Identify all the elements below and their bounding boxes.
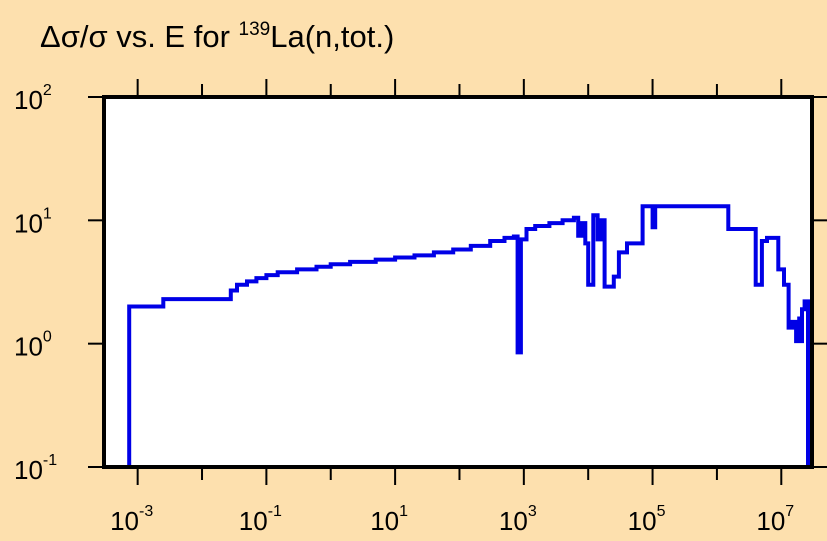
x-tick-label-base: 10 <box>499 506 528 536</box>
x-tick-label-exp: -1 <box>268 503 282 520</box>
x-tick-label-base: 10 <box>756 506 785 536</box>
y-tick-label-exp: 1 <box>43 205 52 222</box>
title-prefix: Δσ/σ vs. E for <box>40 19 239 54</box>
x-tick-label-base: 10 <box>628 506 657 536</box>
x-tick-label: 105 <box>628 503 666 536</box>
x-tick-labels: 10-3 10-1 101 103 105 107 <box>110 503 794 536</box>
x-tick-label: 10-3 <box>110 503 153 536</box>
x-tick-label-exp: -3 <box>139 503 153 520</box>
title-suffix: La(n,tot.) <box>270 19 395 54</box>
x-tick-label-base: 10 <box>239 506 268 536</box>
x-tick-label-exp: 5 <box>657 503 666 520</box>
x-tick-label-exp: 1 <box>399 503 408 520</box>
x-tick-label: 107 <box>756 503 794 536</box>
y-tick-label: 102 <box>14 82 52 115</box>
y-tick-label: 100 <box>14 329 52 362</box>
plot-frame <box>102 95 814 469</box>
y-tick-label: 10-1 <box>14 452 57 485</box>
x-tick-label-base: 10 <box>110 506 139 536</box>
major-ticks <box>88 79 827 485</box>
y-tick-label-exp: 0 <box>43 329 52 346</box>
y-tick-label-base: 10 <box>14 85 43 115</box>
x-tick-label: 10-1 <box>239 503 282 536</box>
minor-ticks <box>201 84 718 480</box>
x-tick-label: 103 <box>499 503 537 536</box>
y-tick-label-base: 10 <box>14 455 43 485</box>
x-tick-label-exp: 7 <box>785 503 794 520</box>
x-tick-label-base: 10 <box>370 506 399 536</box>
y-tick-label-exp: -1 <box>43 452 57 469</box>
chart-title: Δσ/σ vs. E for 139La(n,tot.) <box>40 20 394 52</box>
x-tick-label: 101 <box>370 503 408 536</box>
y-tick-label: 101 <box>14 205 52 238</box>
y-tick-label-exp: 2 <box>43 82 52 99</box>
y-tick-label-base: 10 <box>14 208 43 238</box>
x-tick-label-exp: 3 <box>528 503 537 520</box>
y-tick-label-base: 10 <box>14 332 43 362</box>
title-isotope-mass: 139 <box>238 19 271 40</box>
plot-area <box>104 97 812 467</box>
series-line <box>127 204 810 467</box>
series-layer <box>127 204 810 467</box>
